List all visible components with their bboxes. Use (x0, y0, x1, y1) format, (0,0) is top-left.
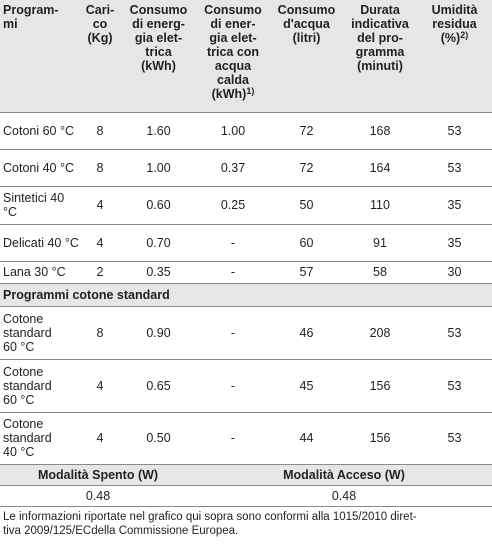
program-name: Cotoni 60 °C (0, 112, 79, 150)
duration-cell: 164 (343, 149, 417, 187)
duration-cell: 156 (343, 359, 417, 413)
table-row: Cotoni 40 °C 8 1.00 0.37 72 164 53 (0, 149, 492, 187)
header-consumo-energia-acqua-calda: Consumo di ener- gia elet- trica con acq… (196, 0, 270, 113)
water-cell: 60 (270, 224, 343, 262)
table-row: Cotone standard 60 °C 4 0.65 - 45 156 53 (0, 359, 492, 413)
energy-cell: 1.60 (121, 112, 196, 150)
duration-cell: 208 (343, 306, 417, 360)
program-name: Sintetici 40 °C (0, 186, 79, 225)
humidity-cell: 35 (417, 186, 492, 225)
header-programmi: Program- mi (0, 0, 79, 113)
header-row: Program- mi Cari- co (Kg) Consumo di ene… (0, 0, 492, 113)
energy-hot-water-cell: 1.00 (196, 112, 270, 150)
power-on-value: 0.48 (196, 485, 492, 507)
table-row: Cotone standard 60 °C 8 0.90 - 46 208 53 (0, 306, 492, 360)
table-row: Delicati 40 °C 4 0.70 - 60 91 35 (0, 224, 492, 262)
table-row: Cotone standard 40 °C 4 0.50 - 44 156 53 (0, 412, 492, 465)
power-off-label: Modalità Spento (W) (0, 464, 196, 486)
program-name: Cotone standard 40 °C (0, 412, 79, 465)
water-cell: 57 (270, 261, 343, 284)
program-name: Lana 30 °C (0, 261, 79, 284)
program-name: Cotoni 40 °C (0, 149, 79, 187)
power-off-value: 0.48 (0, 485, 196, 507)
load-cell: 4 (79, 359, 121, 413)
energy-hot-water-cell: - (196, 261, 270, 284)
energy-cell: 0.50 (121, 412, 196, 465)
energy-cell: 0.90 (121, 306, 196, 360)
table-row: Lana 30 °C 2 0.35 - 57 58 30 (0, 261, 492, 284)
load-cell: 2 (79, 261, 121, 284)
section-row: Programmi cotone standard (0, 283, 492, 307)
header-umidita: Umidità residua (%)2) (417, 0, 492, 113)
footnote-row: Le informazioni riportate nel grafico qu… (0, 506, 492, 541)
humidity-cell: 30 (417, 261, 492, 284)
humidity-cell: 35 (417, 224, 492, 262)
humidity-cell: 53 (417, 149, 492, 187)
energy-hot-water-cell: - (196, 359, 270, 413)
footnote-text: Le informazioni riportate nel grafico qu… (3, 510, 417, 537)
duration-cell: 110 (343, 186, 417, 225)
header-consumo-energia: Consumo di energ- gia elet- trica (kWh) (121, 0, 196, 113)
water-cell: 44 (270, 412, 343, 465)
energy-hot-water-cell: - (196, 224, 270, 262)
humidity-cell: 53 (417, 412, 492, 465)
header-durata: Durata indicativa del pro- gramma (minut… (343, 0, 417, 113)
energy-cell: 0.70 (121, 224, 196, 262)
header-consumo-acqua: Consumo d'acqua (litri) (270, 0, 343, 113)
humidity-cell: 53 (417, 306, 492, 360)
load-cell: 4 (79, 412, 121, 465)
energy-cell: 0.65 (121, 359, 196, 413)
program-name: Cotone standard 60 °C (0, 359, 79, 413)
energy-hot-water-cell: - (196, 306, 270, 360)
power-value-row: 0.48 0.48 (0, 485, 492, 507)
water-cell: 45 (270, 359, 343, 413)
load-cell: 8 (79, 149, 121, 187)
water-cell: 72 (270, 112, 343, 150)
duration-cell: 58 (343, 261, 417, 284)
load-cell: 8 (79, 306, 121, 360)
load-cell: 8 (79, 112, 121, 150)
duration-cell: 91 (343, 224, 417, 262)
energy-cell: 0.35 (121, 261, 196, 284)
water-cell: 46 (270, 306, 343, 360)
power-on-label: Modalità Acceso (W) (196, 464, 492, 486)
table-row: Sintetici 40 °C 4 0.60 0.25 50 110 35 (0, 186, 492, 225)
energy-hot-water-cell: 0.37 (196, 149, 270, 187)
table-row: Cotoni 60 °C 8 1.60 1.00 72 168 53 (0, 112, 492, 150)
section-title: Programmi cotone standard (0, 283, 492, 307)
water-cell: 72 (270, 149, 343, 187)
duration-cell: 168 (343, 112, 417, 150)
humidity-cell: 53 (417, 112, 492, 150)
header-carico: Cari- co (Kg) (79, 0, 121, 113)
humidity-cell: 53 (417, 359, 492, 413)
program-name: Cotone standard 60 °C (0, 306, 79, 360)
energy-hot-water-cell: - (196, 412, 270, 465)
energy-cell: 1.00 (121, 149, 196, 187)
energy-cell: 0.60 (121, 186, 196, 225)
duration-cell: 156 (343, 412, 417, 465)
program-name: Delicati 40 °C (0, 224, 79, 262)
load-cell: 4 (79, 186, 121, 225)
power-header-row: Modalità Spento (W) Modalità Acceso (W) (0, 464, 492, 486)
water-cell: 50 (270, 186, 343, 225)
energy-hot-water-cell: 0.25 (196, 186, 270, 225)
load-cell: 4 (79, 224, 121, 262)
